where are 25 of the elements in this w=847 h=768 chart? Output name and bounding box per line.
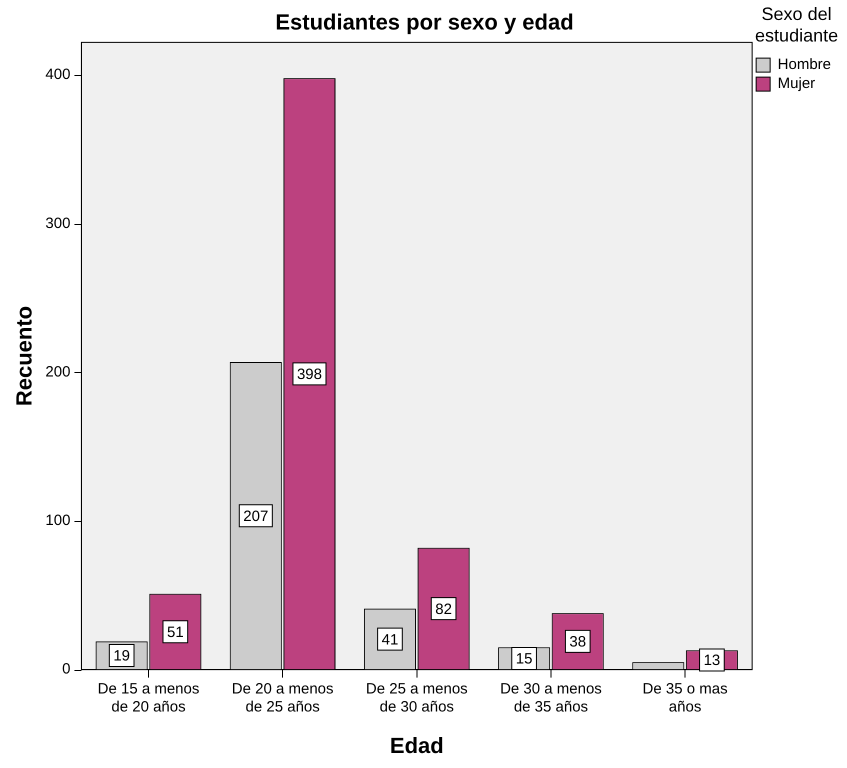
data-label: 19 [113, 648, 130, 665]
x-tick-label: De 20 a menos de 25 años [232, 680, 334, 716]
chart-title: Estudiantes por sexo y edad [275, 9, 574, 34]
x-tick-label: De 30 a menos de 35 años [500, 680, 602, 716]
data-label: 13 [704, 652, 720, 670]
y-axis-title: Recuento [11, 306, 36, 406]
data-label: 38 [569, 634, 586, 650]
data-label: 398 [296, 366, 322, 383]
y-tick-label: 100 [45, 512, 70, 530]
y-tick-label: 200 [45, 363, 70, 380]
y-tick-label: 400 [45, 66, 70, 84]
data-label: 41 [382, 631, 398, 648]
data-label: 207 [243, 508, 268, 525]
x-tick-label: De 25 a menos de 30 años [366, 680, 468, 716]
legend-label: Mujer [778, 75, 816, 92]
data-label: 15 [516, 650, 532, 668]
x-tick-label: De 35 o mas años [642, 680, 728, 716]
legend-label: Hombre [778, 56, 832, 74]
data-label: 82 [435, 600, 452, 618]
data-label: 51 [166, 624, 184, 641]
x-tick-label: De 15 a menos de 20 años [98, 680, 200, 716]
x-axis-title: Edad [390, 732, 444, 758]
y-tick-label: 0 [62, 660, 70, 678]
legend-title: Sexo del estudiante [755, 4, 838, 46]
y-tick-label: 300 [45, 214, 70, 232]
